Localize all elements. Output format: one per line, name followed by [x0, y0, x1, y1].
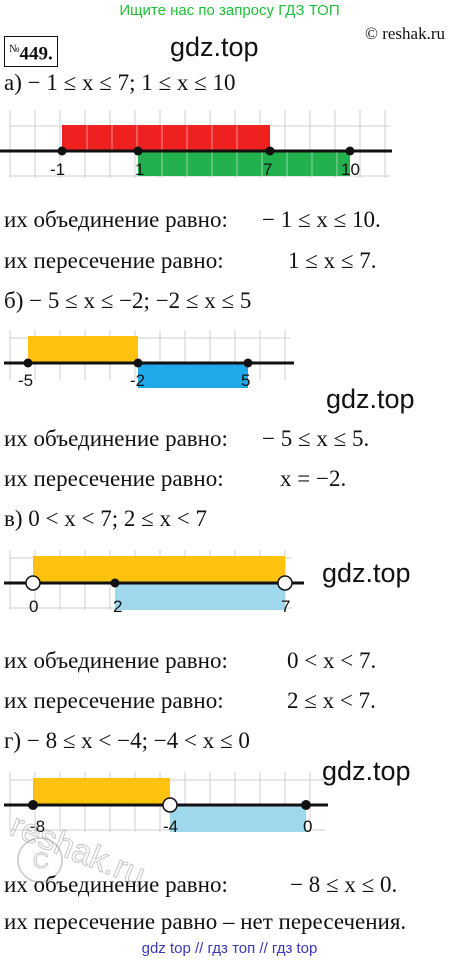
point-0: [301, 800, 311, 810]
point--5: [23, 358, 33, 368]
part-c-number-line: 0 2 7: [4, 550, 304, 616]
part-c-intersection-value: 2 ≤ x < 7.: [287, 688, 376, 713]
open-point-0: [25, 575, 41, 591]
part-b-union-label: их объединение равно:: [4, 426, 228, 451]
watermark: gdz.top: [170, 32, 259, 62]
watermark: gdz.top: [322, 756, 411, 786]
part-b-number-line: -5 -2 5: [4, 330, 294, 390]
interval-d2: [170, 805, 306, 832]
part-b-intersection-value: x = −2.: [280, 466, 347, 491]
part-c-heading: в) 0 < x < 7; 2 ≤ x < 7: [4, 506, 207, 531]
tick-label: 5: [241, 371, 250, 390]
part-d-union-value: − 8 ≤ x ≤ 0.: [290, 872, 398, 897]
point-10: [345, 146, 355, 156]
part-c-intersection-label: их пересечение равно:: [4, 688, 224, 713]
copyright-notice: © reshak.ru: [365, 24, 445, 43]
tick-label: 0: [29, 597, 38, 616]
point-7: [265, 146, 275, 156]
point-5: [243, 358, 253, 368]
interval-a2: [138, 151, 350, 176]
part-a-number-line: -1 1 7 10: [0, 110, 392, 179]
interval-b1: [28, 336, 138, 363]
tick-label: 10: [341, 160, 360, 179]
part-d-number-line: -8 -4 0: [4, 772, 328, 836]
interval-c2: [115, 583, 285, 610]
search-banner[interactable]: Ищите нас по запросу ГДЗ ТОП: [119, 2, 340, 19]
point-1: [133, 146, 143, 156]
tick-label: -2: [130, 371, 145, 390]
interval-d1: [33, 778, 170, 805]
svg-text:C: C: [33, 848, 49, 873]
part-c-union-label: их объединение равно:: [4, 648, 228, 673]
part-a-union-label: их объединение равно:: [4, 207, 228, 232]
problem-number-badge: №449.: [4, 36, 58, 68]
point-2: [110, 578, 120, 588]
part-a-union-value: − 1 ≤ x ≤ 10.: [262, 207, 381, 232]
part-b-heading: б) − 5 ≤ x ≤ −2; −2 ≤ x ≤ 5: [4, 288, 252, 313]
tick-label: -5: [18, 371, 33, 390]
point--2: [133, 358, 143, 368]
interval-b2: [138, 363, 248, 388]
part-b-union-value: − 5 ≤ x ≤ 5.: [262, 426, 370, 451]
footer-links[interactable]: gdz top // гдз топ // гдз top: [141, 940, 318, 957]
point--1: [57, 146, 67, 156]
tick-label: 0: [303, 817, 312, 836]
tick-label: 2: [113, 597, 122, 616]
part-b-intersection-label: их пересечение равно:: [4, 466, 224, 491]
watermark: gdz.top: [326, 384, 415, 414]
part-a-heading: а) − 1 ≤ x ≤ 7; 1 ≤ x ≤ 10: [4, 70, 236, 95]
reshak-stamp: C reshak.ru: [5, 806, 152, 895]
interval-a1: [62, 125, 270, 151]
part-a-intersection-label: их пересечение равно:: [4, 248, 224, 273]
part-d-union-label: их объединение равно:: [4, 872, 228, 897]
problem-number: 449.: [19, 43, 53, 65]
tick-label: -8: [30, 817, 45, 836]
tick-label: -1: [50, 160, 65, 179]
tick-label: 1: [135, 160, 144, 179]
interval-c1: [33, 556, 285, 583]
number-sign: №: [9, 43, 20, 55]
watermark: gdz.top: [322, 558, 411, 588]
tick-label: 7: [281, 597, 290, 616]
part-d-intersection-label: их пересечение равно – нет пересечения.: [4, 909, 407, 934]
part-c-union-value: 0 < x < 7.: [287, 648, 377, 673]
open-point-7: [277, 575, 293, 591]
tick-label: 7: [263, 160, 272, 179]
part-a-intersection-value: 1 ≤ x ≤ 7.: [288, 248, 377, 273]
tick-label: -4: [163, 817, 178, 836]
open-point--4: [162, 797, 178, 813]
point--8: [28, 800, 38, 810]
part-d-heading: г) − 8 ≤ x < −4; −4 < x ≤ 0: [4, 728, 250, 753]
